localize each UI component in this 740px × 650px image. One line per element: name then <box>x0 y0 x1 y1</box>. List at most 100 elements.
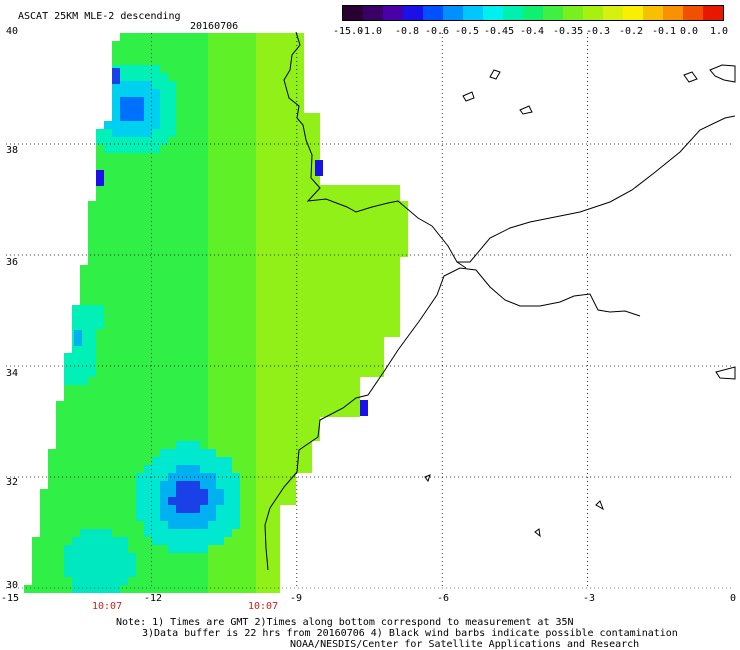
swath-cell <box>336 401 344 409</box>
swath-cell <box>168 473 176 481</box>
swath-cell <box>216 177 224 185</box>
swath-cell <box>136 193 144 201</box>
swath-cell <box>128 321 136 329</box>
swath-cell <box>88 377 96 385</box>
swath-cell <box>168 393 176 401</box>
swath-cell <box>296 433 304 441</box>
swath-cell <box>200 361 208 369</box>
swath-cell <box>128 425 136 433</box>
color-scale-swatch <box>343 6 363 20</box>
swath-cell <box>96 401 104 409</box>
swath-cell <box>344 329 352 337</box>
swath-cell <box>168 337 176 345</box>
swath-cell <box>208 177 216 185</box>
swath-cell <box>368 209 376 217</box>
swath-cell <box>168 417 176 425</box>
swath-cell <box>400 217 408 225</box>
swath-cell <box>328 185 336 193</box>
swath-cell <box>248 449 256 457</box>
swath-cell <box>136 553 144 561</box>
swath-edge-cell <box>74 330 82 346</box>
swath-cell <box>64 505 72 513</box>
swath-cell <box>112 369 120 377</box>
swath-cell <box>168 193 176 201</box>
swath-cell <box>48 473 56 481</box>
swath-cell <box>80 289 88 297</box>
swath-cell <box>88 297 96 305</box>
swath-cell <box>192 257 200 265</box>
swath-cell <box>280 417 288 425</box>
swath-cell <box>96 241 104 249</box>
swath-cell <box>200 561 208 569</box>
swath-cell <box>248 361 256 369</box>
swath-cell <box>112 273 120 281</box>
swath-cell <box>344 289 352 297</box>
swath-cell <box>216 73 224 81</box>
swath-cell <box>240 553 248 561</box>
swath-cell <box>240 481 248 489</box>
swath-cell <box>88 561 96 569</box>
swath-cell <box>352 385 360 393</box>
swath-cell <box>112 97 120 105</box>
swath-cell <box>56 537 64 545</box>
swath-cell <box>80 369 88 377</box>
swath-cell <box>88 265 96 273</box>
swath-cell <box>280 129 288 137</box>
swath-cell <box>184 273 192 281</box>
swath-cell <box>168 425 176 433</box>
swath-cell <box>112 417 120 425</box>
swath-cell <box>296 73 304 81</box>
swath-cell <box>176 577 184 585</box>
swath-cell <box>184 201 192 209</box>
swath-cell <box>192 113 200 121</box>
swath-cell <box>88 473 96 481</box>
swath-cell <box>368 273 376 281</box>
swath-cell <box>232 401 240 409</box>
swath-cell <box>280 169 288 177</box>
swath-cell <box>80 305 88 313</box>
swath-cell <box>224 281 232 289</box>
swath-cell <box>232 337 240 345</box>
swath-cell <box>208 505 216 513</box>
swath-cell <box>80 281 88 289</box>
swath-cell <box>176 49 184 57</box>
swath-cell <box>176 257 184 265</box>
swath-cell <box>88 537 96 545</box>
swath-cell <box>296 393 304 401</box>
swath-cell <box>160 561 168 569</box>
swath-cell <box>112 457 120 465</box>
swath-cell <box>128 177 136 185</box>
swath-cell <box>320 217 328 225</box>
swath-cell <box>96 305 104 313</box>
swath-cell <box>152 313 160 321</box>
swath-cell <box>200 313 208 321</box>
swath-cell <box>384 249 392 257</box>
swath-cell <box>200 505 208 513</box>
swath-cell <box>176 489 184 497</box>
swath-cell <box>272 345 280 353</box>
swath-cell <box>216 217 224 225</box>
swath-cell <box>208 273 216 281</box>
swath-cell <box>280 249 288 257</box>
swath-cell <box>168 489 176 497</box>
swath-cell <box>192 49 200 57</box>
swath-cell <box>208 481 216 489</box>
color-scale-label: 1.0 <box>710 26 729 37</box>
swath-cell <box>256 361 264 369</box>
swath-cell <box>264 329 272 337</box>
swath-cell <box>144 489 152 497</box>
swath-cell <box>240 377 248 385</box>
swath-cell <box>192 537 200 545</box>
swath-cell <box>296 57 304 65</box>
swath-cell <box>320 321 328 329</box>
swath-cell <box>168 329 176 337</box>
swath-cell <box>152 457 160 465</box>
swath-cell <box>256 425 264 433</box>
swath-cell <box>176 241 184 249</box>
swath-cell <box>128 105 136 113</box>
swath-cell <box>208 345 216 353</box>
swath-cell <box>304 449 312 457</box>
swath-cell <box>120 513 128 521</box>
swath-cell <box>112 545 120 553</box>
swath-cell <box>360 337 368 345</box>
